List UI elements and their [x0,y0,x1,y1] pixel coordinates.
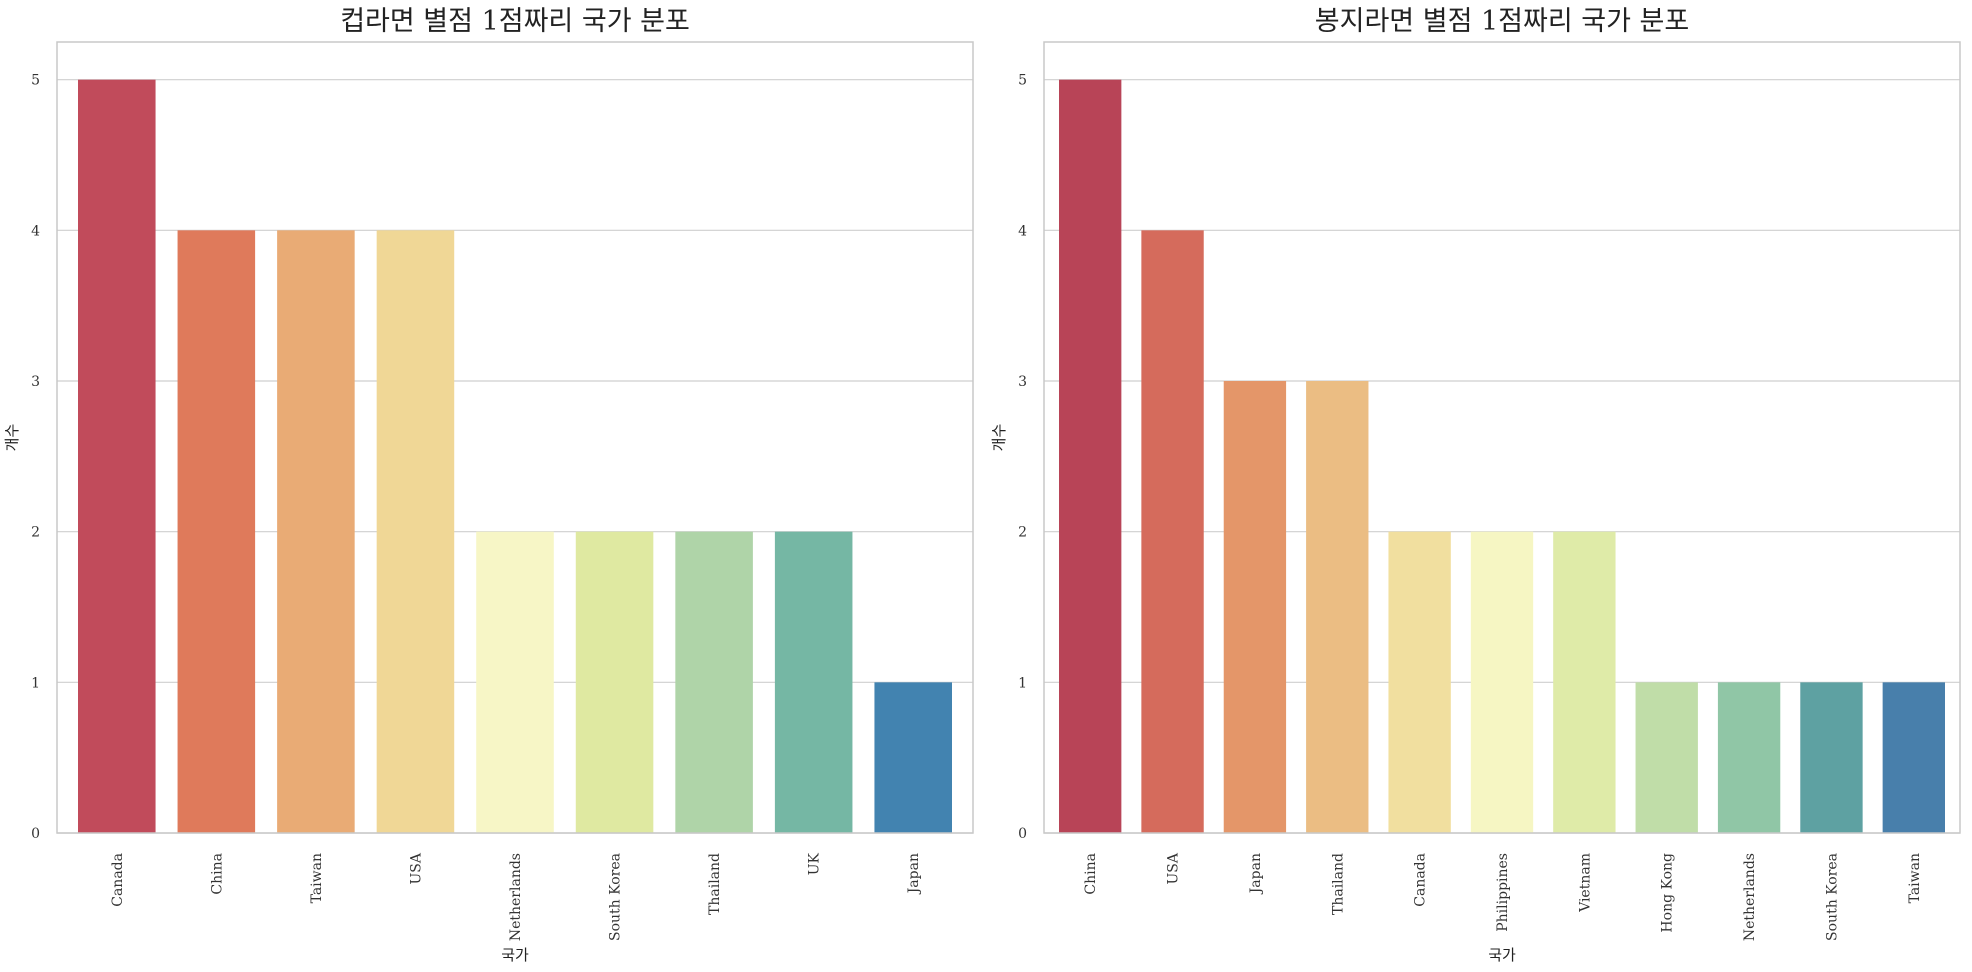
bar-philippines [1470,531,1534,833]
x-tick-label: UK [807,852,823,875]
x-tick-label: Japan [1248,853,1264,895]
x-tick-label: USA [408,852,424,884]
x-tick-label: Japan [906,853,922,895]
y-tick-label: 0 [1018,826,1027,842]
x-tick-label: Philippines [1495,853,1511,932]
x-tick-labels: China USA Japan Thailand Canada Philippines Vi… [1083,852,1923,941]
chart-title: 봉지라면 별점 1점짜리 국가 분포 [1315,6,1689,37]
bar-japan [874,682,952,833]
x-tick-label: China [1083,853,1099,895]
x-tick-label: Netherlands [1742,853,1758,941]
x-tick-label: Netherlands [508,853,524,941]
bar-taiwan [277,230,355,834]
x-tick-labels: Canada China Taiwan USA Netherlands South Kor… [110,852,922,941]
y-axis-label: 개수 [990,424,1008,452]
bar-thailand [675,531,753,833]
bar-canada [78,79,156,833]
bars [1059,79,1945,834]
bar-china [1059,79,1122,833]
y-tick-label: 3 [31,374,40,390]
bar-netherlands [476,531,554,833]
y-tick-labels: 0 1 2 3 4 5 [31,73,40,842]
bar-taiwan [1882,682,1945,833]
bar-uk [774,531,853,833]
bar-south-korea [575,531,654,833]
x-tick-label: Taiwan [309,853,325,903]
bar-hong-kong [1635,682,1698,833]
y-tick-label: 5 [31,73,40,89]
x-tick-label: South Korea [1824,853,1840,941]
chart-title: 컵라면 별점 1점짜리 국가 분포 [340,6,690,37]
x-tick-label: South Korea [608,853,624,941]
bar-japan [1223,381,1287,833]
x-tick-label: Canada [1413,853,1429,907]
bar-netherlands [1717,682,1781,833]
plot-frame [56,41,974,834]
x-tick-label: China [209,853,225,895]
x-tick-label: Vietnam [1577,853,1593,913]
chart-bag-ramen: 0 1 2 3 4 5 China USA Japan Thailand Canada Philipp… [990,6,1961,964]
bar-china [177,230,256,834]
y-axis-label: 개수 [3,424,21,452]
x-tick-label: Thailand [1330,853,1346,915]
y-tick-label: 3 [1018,374,1027,390]
x-tick-label: Thailand [707,853,723,915]
y-tick-label: 0 [31,826,40,842]
bar-usa [1141,230,1204,834]
bar-usa [376,230,455,834]
bar-thailand [1306,381,1369,833]
bar-south-korea [1800,682,1863,833]
y-tick-labels: 0 1 2 3 4 5 [1018,73,1027,842]
x-tick-label: Canada [110,853,126,907]
y-tick-label: 2 [1018,525,1027,541]
x-tick-label: USA [1166,852,1182,884]
x-axis-label: 국가 [501,946,529,964]
bar-canada [1388,531,1451,833]
bars [78,79,952,834]
y-tick-label: 2 [31,525,40,541]
x-axis-label: 국가 [1488,946,1516,964]
y-tick-label: 5 [1018,73,1027,89]
x-tick-label: Hong Kong [1660,853,1676,933]
y-tick-label: 4 [31,223,40,239]
y-tick-label: 4 [1018,223,1027,239]
y-tick-label: 1 [1018,675,1027,691]
x-tick-label: Taiwan [1907,853,1923,903]
chart-cup-ramen: 0 1 2 3 4 5 Canada China Taiwan USA Netherlands Sou… [3,6,974,964]
plot-frame [1043,41,1961,834]
bar-vietnam [1553,531,1616,833]
y-tick-label: 1 [31,675,40,691]
